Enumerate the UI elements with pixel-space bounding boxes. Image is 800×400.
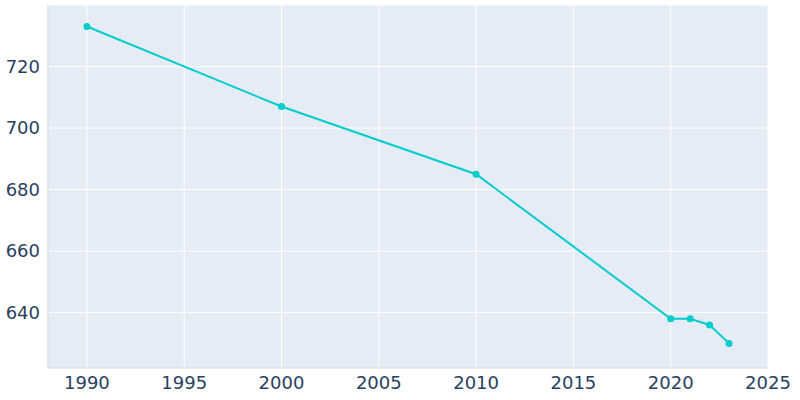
svg-text:2005: 2005 — [356, 372, 402, 393]
svg-text:700: 700 — [8, 117, 40, 138]
svg-text:680: 680 — [8, 179, 40, 200]
svg-text:640: 640 — [8, 302, 40, 323]
svg-text:2020: 2020 — [648, 372, 694, 393]
svg-text:2015: 2015 — [550, 372, 596, 393]
svg-text:2010: 2010 — [453, 372, 499, 393]
svg-text:660: 660 — [8, 240, 40, 261]
svg-text:1995: 1995 — [161, 372, 207, 393]
svg-text:720: 720 — [8, 56, 40, 77]
svg-text:2025: 2025 — [745, 372, 791, 393]
svg-text:2000: 2000 — [259, 372, 305, 393]
svg-text:1990: 1990 — [64, 372, 110, 393]
